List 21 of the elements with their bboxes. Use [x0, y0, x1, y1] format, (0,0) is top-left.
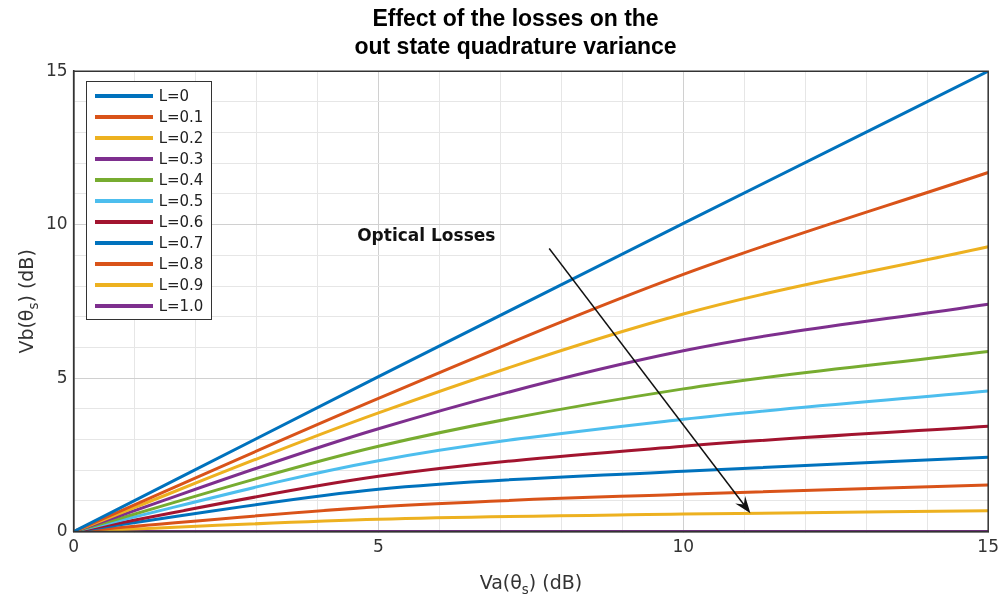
- y-tick-label: 15: [45, 59, 68, 80]
- y-tick-label: 0: [56, 520, 68, 541]
- x-tick-label: 5: [373, 536, 384, 557]
- legend-label: L=0.4: [158, 170, 204, 189]
- annotation: Optical Losses: [357, 225, 496, 246]
- x-tick-label: 10: [672, 536, 695, 557]
- legend-label: L=0.9: [158, 275, 204, 294]
- legend-label: L=0.6: [158, 212, 204, 231]
- legend-label: L=0.8: [158, 254, 204, 273]
- x-tick-label: 15: [977, 536, 999, 557]
- legend-label: L=0.1: [158, 107, 204, 126]
- legend-label: L=0: [158, 86, 190, 105]
- legend-label: L=1.0: [158, 296, 204, 315]
- legend-label: L=0.3: [158, 149, 204, 168]
- y-axis-title: Vb(θs) (dB): [14, 249, 42, 354]
- y-tick-label: 5: [56, 366, 68, 387]
- y-tick-label: 10: [45, 213, 68, 234]
- legend-label: L=0.2: [158, 128, 204, 147]
- legend-label: L=0.7: [158, 233, 204, 252]
- chart-title: Effect of the losses on the out state quadrature variance: [354, 5, 677, 59]
- legend-label: L=0.5: [158, 191, 204, 210]
